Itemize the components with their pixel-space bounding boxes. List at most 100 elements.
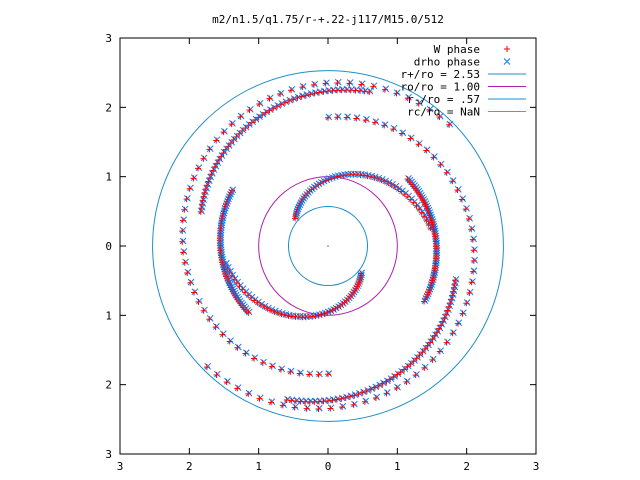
- drho-point-0-12: [311, 80, 319, 88]
- drho-point-1-6: [268, 398, 276, 405]
- w-point-3-14: [347, 393, 354, 400]
- w-point-3-30: [407, 361, 414, 368]
- drho-point-1-14: [362, 397, 370, 405]
- w-point-0-29: [181, 206, 188, 213]
- center-dot: [327, 245, 329, 247]
- y-tick-label-6: 3: [105, 32, 112, 45]
- drho-point-1-47: [390, 124, 398, 132]
- drho-point-0-9: [346, 79, 354, 86]
- drho-point-0-48: [269, 362, 276, 370]
- drho-point-1-20: [421, 363, 429, 371]
- drho-point-1-19: [413, 371, 420, 378]
- y-tick-label-5: 2: [105, 101, 112, 114]
- w-point-0-51: [296, 370, 303, 377]
- w-point-1-17: [393, 384, 400, 391]
- drho-point-0-20: [229, 120, 236, 127]
- drho-point-7-38: [225, 276, 233, 284]
- w-point-5-17: [271, 308, 278, 315]
- drho-point-1-42: [431, 153, 438, 160]
- drho-point-2-54: [198, 207, 205, 215]
- w-point-5-18: [275, 310, 282, 317]
- w-point-1-24: [449, 330, 456, 337]
- w-point-1-48: [381, 122, 388, 129]
- drho-point-1-45: [407, 134, 415, 142]
- data-points: [179, 46, 511, 413]
- drho-point-0-17: [256, 99, 264, 107]
- drho-point-4-53: [292, 212, 300, 219]
- drho-point-2-23: [266, 106, 274, 113]
- drho-point-1-26: [459, 309, 467, 317]
- w-point-1-7: [279, 402, 286, 409]
- drho-point-0-40: [206, 315, 214, 322]
- drho-point-1-15: [373, 393, 381, 401]
- w-point-5-54: [357, 270, 364, 277]
- drho-point-5-14: [261, 302, 269, 310]
- w-point-1-27: [463, 300, 470, 307]
- w-point-1-49: [372, 119, 379, 126]
- drho-point-0-11: [323, 79, 330, 87]
- w-point-0-36: [187, 279, 194, 286]
- legend-label-2: r+/ro = 2.53: [401, 68, 480, 81]
- w-point-1-34: [468, 226, 475, 233]
- drho-point-0-28: [184, 194, 191, 202]
- drho-point-1-49: [372, 118, 380, 125]
- drho-point-1-50: [363, 115, 370, 123]
- legend-label-1: drho phase: [414, 56, 480, 69]
- w-point-1-52: [343, 114, 350, 121]
- drho-point-5-54: [358, 269, 366, 277]
- w-point-4-18: [374, 175, 381, 182]
- drho-point-0-39: [201, 306, 208, 314]
- drho-point-3-20: [372, 383, 380, 391]
- drho-point-1-53: [334, 113, 342, 120]
- w-point-3-10: [329, 397, 336, 404]
- w-point-1-6: [268, 399, 275, 406]
- w-point-2-49: [201, 189, 208, 196]
- drho-point-3-22: [380, 379, 387, 387]
- drho-point-7-37: [224, 274, 232, 282]
- drho-point-4-16: [382, 177, 390, 185]
- drho-point-0-51: [297, 369, 304, 377]
- drho-point-2-42: [212, 162, 220, 170]
- drho-point-0-23: [206, 145, 214, 152]
- w-point-1-13: [350, 401, 357, 408]
- w-point-2-27: [252, 116, 259, 123]
- drho-point-0-33: [180, 248, 188, 255]
- w-point-3-29: [404, 363, 411, 370]
- w-point-5-13: [257, 301, 264, 308]
- drho-point-0-4: [405, 93, 412, 101]
- drho-point-1-12: [339, 402, 347, 410]
- x-tick-label-4: 1: [394, 460, 401, 473]
- drho-point-5-13: [258, 300, 266, 308]
- w-point-2-14: [302, 92, 309, 99]
- w-point-3-0: [283, 397, 290, 404]
- w-point-5-20: [282, 312, 289, 319]
- drho-point-7-21: [217, 236, 225, 244]
- w-point-2-51: [199, 197, 206, 204]
- legend-label-4: r-/ro = .57: [407, 93, 480, 106]
- drho-point-4-51: [293, 207, 301, 215]
- w-point-4-54: [292, 215, 299, 222]
- w-point-0-10: [334, 79, 341, 86]
- w-point-2-53: [198, 205, 205, 212]
- w-point-1-12: [339, 404, 346, 411]
- w-point-0-48: [268, 363, 275, 370]
- drho-point-0-41: [213, 322, 220, 330]
- w-point-3-54: [452, 277, 459, 284]
- w-point-2-52: [198, 201, 205, 208]
- legend-label-5: rc/ro = NaN: [407, 106, 480, 119]
- w-point-0-49: [277, 366, 284, 373]
- w-point-0-1: [436, 114, 443, 121]
- drho-point-1-46: [399, 129, 407, 137]
- x-tick-label-3: 0: [325, 460, 332, 473]
- w-point-3-26: [394, 371, 401, 378]
- legend-label-3: ro/ro = 1.00: [401, 81, 480, 94]
- legend-swatch-1: [503, 58, 511, 65]
- y-tick-label-2: 1: [105, 309, 112, 322]
- drho-point-7-54: [245, 308, 253, 316]
- drho-point-3-19: [368, 385, 376, 392]
- w-point-0-6: [381, 86, 388, 93]
- w-point-2-25: [259, 111, 266, 118]
- drho-point-7-33: [221, 265, 229, 273]
- drho-point-7-35: [222, 270, 230, 277]
